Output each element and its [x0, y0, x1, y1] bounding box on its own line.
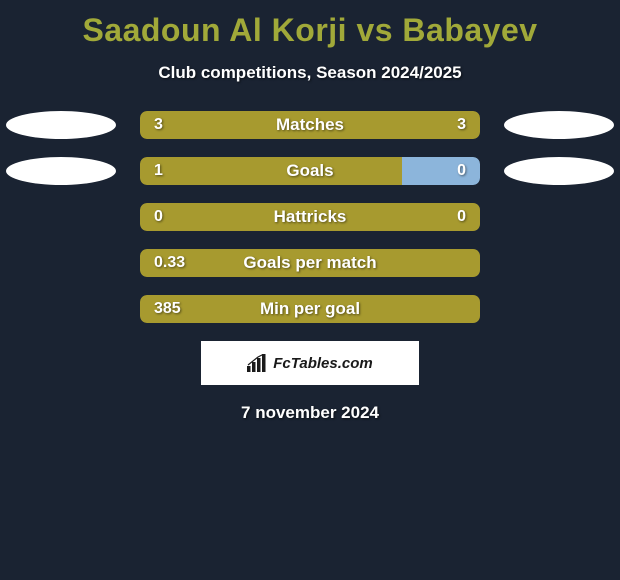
stat-bar-content: 1Goals0 — [140, 157, 480, 185]
player-right-oval — [504, 111, 614, 139]
stat-bar-content: 385Min per goal — [140, 295, 480, 323]
logo-box: FcTables.com — [201, 341, 419, 385]
logo-text: FcTables.com — [273, 355, 372, 372]
stat-bar: 0Hattricks0 — [140, 203, 480, 231]
player-left-oval — [6, 111, 116, 139]
bar-chart-icon — [247, 354, 267, 372]
stat-left-value: 0 — [154, 208, 194, 226]
stat-row: 0Hattricks0 — [0, 203, 620, 231]
stat-left-value: 3 — [154, 116, 194, 134]
stat-bar: 0.33Goals per match — [140, 249, 480, 277]
page-title: Saadoun Al Korji vs Babayev — [0, 0, 620, 49]
player-left-oval — [6, 157, 116, 185]
stat-row: 0.33Goals per match — [0, 249, 620, 277]
stat-right-value: 0 — [426, 208, 466, 226]
stat-bar: 1Goals0 — [140, 157, 480, 185]
stat-left-value: 0.33 — [154, 254, 194, 272]
stat-label: Matches — [194, 115, 426, 135]
stat-bar: 385Min per goal — [140, 295, 480, 323]
page-subtitle: Club competitions, Season 2024/2025 — [0, 63, 620, 83]
stat-bar-content: 3Matches3 — [140, 111, 480, 139]
stat-bar-content: 0.33Goals per match — [140, 249, 480, 277]
stat-label: Goals — [194, 161, 426, 181]
date-text: 7 november 2024 — [0, 403, 620, 423]
stat-row: 1Goals0 — [0, 157, 620, 185]
stat-label: Goals per match — [194, 253, 426, 273]
stat-row: 385Min per goal — [0, 295, 620, 323]
stat-label: Min per goal — [194, 299, 426, 319]
player-right-oval — [504, 157, 614, 185]
stat-row: 3Matches3 — [0, 111, 620, 139]
stats-container: 3Matches31Goals00Hattricks00.33Goals per… — [0, 111, 620, 323]
stat-bar-content: 0Hattricks0 — [140, 203, 480, 231]
stat-left-value: 385 — [154, 300, 194, 318]
stat-label: Hattricks — [194, 207, 426, 227]
stat-bar: 3Matches3 — [140, 111, 480, 139]
stat-right-value: 3 — [426, 116, 466, 134]
stat-right-value: 0 — [426, 162, 466, 180]
stat-left-value: 1 — [154, 162, 194, 180]
